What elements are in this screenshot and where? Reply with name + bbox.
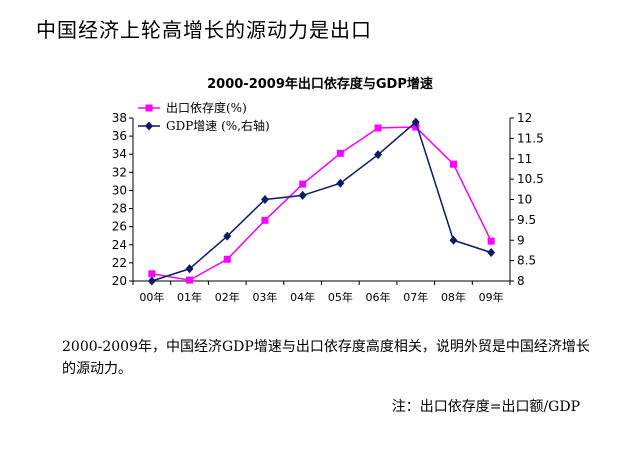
data-point-export-dependency bbox=[186, 276, 194, 284]
y-right-tick-label: 11.5 bbox=[517, 131, 544, 145]
data-point-export-dependency bbox=[223, 255, 231, 263]
y-right-tick-label: 11 bbox=[517, 152, 532, 166]
data-point-export-dependency bbox=[449, 160, 457, 168]
y-left-tick-label: 38 bbox=[112, 111, 127, 125]
y-right-tick-label: 9 bbox=[517, 233, 525, 247]
x-tick-label: 09年 bbox=[479, 290, 504, 304]
series-line-1 bbox=[151, 126, 492, 281]
body-paragraph: 2000-2009年，中国经济GDP增速与出口依存度高度相关，说明外贸是中国经济… bbox=[62, 339, 590, 377]
y-left-tick-label: 26 bbox=[112, 220, 127, 234]
y-right-tick-label: 9.5 bbox=[517, 213, 536, 227]
data-point-export-dependency bbox=[487, 237, 495, 245]
legend-label: GDP增速 (%,右轴) bbox=[166, 118, 270, 133]
x-tick-label: 08年 bbox=[441, 290, 466, 304]
x-tick-label: 00年 bbox=[139, 290, 164, 304]
data-point-export-dependency bbox=[261, 216, 269, 224]
x-tick-label: 02年 bbox=[215, 290, 240, 304]
legend-label: 出口依存度(%) bbox=[166, 100, 247, 115]
y-left-tick-label: 28 bbox=[112, 202, 127, 216]
data-point-gdp-growth bbox=[147, 276, 156, 286]
y-right-tick-label: 12 bbox=[517, 111, 532, 125]
data-point-gdp-growth bbox=[223, 231, 232, 241]
data-point-gdp-growth bbox=[336, 178, 345, 188]
y-right-tick-label: 10 bbox=[517, 193, 532, 207]
y-left-tick-label: 22 bbox=[112, 256, 127, 270]
data-point-gdp-growth bbox=[298, 190, 307, 200]
x-tick-label: 06年 bbox=[366, 290, 391, 304]
series-line-2 bbox=[151, 120, 492, 282]
slide-title: 中国经济上轮高增长的源动力是出口 bbox=[36, 18, 372, 42]
legend-marker-diamond bbox=[145, 121, 153, 131]
x-tick-label: 05年 bbox=[328, 290, 353, 304]
footnote: 注：出口依存度=出口额/GDP bbox=[391, 399, 580, 415]
data-point-gdp-growth bbox=[449, 235, 458, 245]
y-left-tick-label: 32 bbox=[112, 165, 127, 179]
data-point-export-dependency bbox=[412, 123, 420, 131]
y-left-tick-label: 20 bbox=[112, 274, 127, 288]
y-right-tick-label: 8.5 bbox=[517, 254, 536, 268]
y-left-tick-label: 24 bbox=[112, 238, 127, 252]
data-point-gdp-growth bbox=[374, 150, 383, 160]
data-point-export-dependency bbox=[374, 124, 382, 132]
data-point-gdp-growth bbox=[185, 264, 194, 274]
x-tick-label: 01年 bbox=[177, 290, 202, 304]
data-point-gdp-growth bbox=[260, 195, 269, 204]
x-tick-label: 07年 bbox=[403, 290, 428, 304]
data-point-gdp-growth bbox=[487, 247, 496, 257]
y-left-tick-label: 30 bbox=[112, 183, 127, 197]
x-tick-label: 03年 bbox=[252, 290, 277, 304]
data-point-export-dependency bbox=[299, 180, 307, 188]
data-point-export-dependency bbox=[336, 149, 344, 157]
data-point-gdp-growth bbox=[411, 117, 420, 127]
y-right-tick-label: 8 bbox=[517, 274, 525, 288]
legend-marker-square bbox=[145, 104, 153, 112]
data-point-export-dependency bbox=[148, 270, 156, 278]
chart-title: 2000-2009年出口依存度与GDP增速 bbox=[207, 77, 433, 92]
y-right-tick-label: 10.5 bbox=[517, 172, 544, 186]
y-left-tick-label: 34 bbox=[112, 147, 127, 161]
y-left-tick-label: 36 bbox=[112, 129, 127, 143]
x-tick-label: 04年 bbox=[290, 290, 315, 304]
